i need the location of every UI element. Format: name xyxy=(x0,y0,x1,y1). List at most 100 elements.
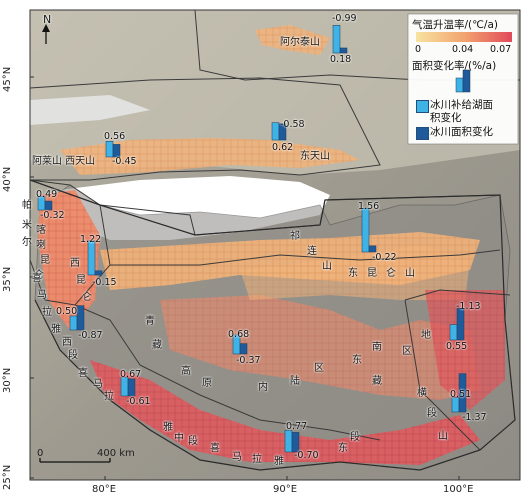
lake-bar-west_himalaya xyxy=(69,315,78,331)
legend-lake-line2: 积变化 xyxy=(430,112,462,124)
region-hengduan-2: 段 xyxy=(427,408,437,419)
region-inner-4: 原 xyxy=(202,378,212,389)
lake-bar-altai xyxy=(332,25,341,54)
outer-boundary xyxy=(29,179,516,471)
glacier-value-central_himalaya: -0.61 xyxy=(126,396,151,407)
region-se-1: 东 xyxy=(352,355,362,366)
lat-tick-30: 30°N xyxy=(2,367,13,393)
legend-tick-007: 0.07 xyxy=(490,44,512,55)
lake-bar-east_tianshan xyxy=(271,122,280,141)
region-qilian-3: 山 xyxy=(322,261,332,272)
region-karakoram-1: 喀 xyxy=(36,225,46,236)
glacier-value-east_tianshan: -0.58 xyxy=(280,119,305,130)
region-inner-5: 内 xyxy=(258,382,268,393)
glacier-value-west_tianshan: -0.45 xyxy=(112,156,137,167)
region-eh-9: 段 xyxy=(350,432,360,443)
central-cells xyxy=(160,295,480,400)
glacier-bar-inner_tp xyxy=(239,343,248,355)
region-pamir-2: 米 xyxy=(22,220,32,231)
lon-tick-100: 100°E xyxy=(443,484,474,495)
glacier-value-west_himalaya: -0.87 xyxy=(78,330,103,341)
region-karakoram-4: 仑 xyxy=(34,270,44,281)
region-ch-3: 拉 xyxy=(104,391,114,402)
legend-glacier-swatch xyxy=(416,127,429,140)
lake-value-west_tianshan: 0.56 xyxy=(104,131,126,142)
lake-value-hengduan: 0.51 xyxy=(450,389,472,400)
tianshan-cells xyxy=(60,138,360,175)
altai-cells xyxy=(255,25,330,55)
region-eh-1: 雅 xyxy=(163,422,173,433)
lake-value-inner_tp: 0.68 xyxy=(228,329,250,340)
lake-value-karakoram: 1.22 xyxy=(80,234,102,245)
region-wh-4: 雅 xyxy=(51,324,61,335)
region-wh-3: 拉 xyxy=(42,307,52,318)
scale-start: 0 xyxy=(37,448,44,459)
region-inner-6: 陆 xyxy=(290,376,300,387)
lake-value-west_himalaya: 0.50 xyxy=(56,306,78,317)
lat-tick-40: 40°N xyxy=(2,166,13,192)
tick-marks xyxy=(30,76,460,480)
north-central-cells xyxy=(240,245,470,300)
legend-gradient xyxy=(416,32,512,42)
glacier-value-altai: 0.18 xyxy=(330,54,352,65)
lat-tick-35: 35°N xyxy=(2,266,13,292)
region-wh-5: 西 xyxy=(62,337,72,348)
glacier-bar-west_tianshan xyxy=(112,144,121,158)
legend-sample-lake-bar xyxy=(455,77,464,93)
glacier-bar-pamir xyxy=(44,200,53,211)
glacier-value-karakoram: -0.15 xyxy=(92,277,117,288)
glacier-bar-east_tianshan xyxy=(278,123,287,141)
lake-value-east_kunlun: 1.56 xyxy=(358,201,380,212)
glacier-bar-east_himalaya xyxy=(291,432,300,453)
northwest-snow xyxy=(30,95,150,125)
north-arrow-icon xyxy=(42,24,50,44)
region-pamir-3: 尔 xyxy=(22,237,32,248)
legend-lake-line1: 冰川补给湖面 xyxy=(430,99,493,111)
glacier-value-east_region: -1.13 xyxy=(456,301,481,312)
legend-lake-label: 冰川补给湖面 积变化 xyxy=(430,99,493,125)
lake-value-east_tianshan: 0.62 xyxy=(272,142,294,153)
region-pamir-1: 帕 xyxy=(22,200,32,211)
region-inner-1: 青 xyxy=(145,316,155,327)
region-eh-5: 马 xyxy=(232,452,242,463)
himalaya-cells xyxy=(90,360,480,465)
glacier-bar-central_himalaya xyxy=(127,378,136,397)
glacier-bar-karakoram xyxy=(94,270,103,276)
lake-value-east_himalaya: 0.77 xyxy=(286,421,308,432)
region-eh-8: 东 xyxy=(338,443,348,454)
region-east-1: 区 xyxy=(402,346,412,357)
legend-sample-glacier-bar xyxy=(462,69,471,93)
region-wh-2: 马 xyxy=(37,290,47,301)
scale-bar xyxy=(39,458,111,463)
region-west-kunlun-2: 昆 xyxy=(76,275,86,286)
glacier-bar-hengduan xyxy=(458,373,467,413)
lake-bar-karakoram xyxy=(87,240,96,276)
glacier-value-pamir: -0.32 xyxy=(40,210,65,221)
region-east-2: 地 xyxy=(421,330,431,341)
region-inner-2: 藏 xyxy=(152,340,162,351)
legend-tick-0: 0 xyxy=(415,44,422,55)
glacier-value-east_himalaya: -0.70 xyxy=(294,450,319,461)
region-qilian-2: 连 xyxy=(307,246,317,257)
lake-value-altai: -0.99 xyxy=(332,13,357,24)
legend-area-title: 面积变化率/(%/a) xyxy=(412,60,497,72)
southeast-cells xyxy=(425,290,505,410)
glacier-value-hengduan: -1.37 xyxy=(462,412,487,423)
region-eh-6: 拉 xyxy=(252,454,262,465)
lon-tick-80: 80°E xyxy=(92,484,117,495)
region-eh-3: 段 xyxy=(188,436,198,447)
region-east-kunlun: 东昆仑山 xyxy=(348,268,424,279)
region-ch-1: 喜 xyxy=(78,368,88,379)
region-se-2: 南 xyxy=(372,342,382,353)
region-qilian-1: 祁 xyxy=(290,231,300,242)
lake-bar-west_tianshan xyxy=(105,141,114,158)
west-cells xyxy=(38,190,100,330)
glacier-value-inner_tp: -0.37 xyxy=(236,355,261,366)
legend-glacier-label: 冰川面积变化 xyxy=(430,126,493,138)
region-eh-4: 喜 xyxy=(210,443,220,454)
legend-temp-title: 气温升温率/(℃/a) xyxy=(412,19,498,31)
glacier-bar-west_himalaya xyxy=(76,305,85,331)
region-ch-2: 马 xyxy=(93,379,103,390)
